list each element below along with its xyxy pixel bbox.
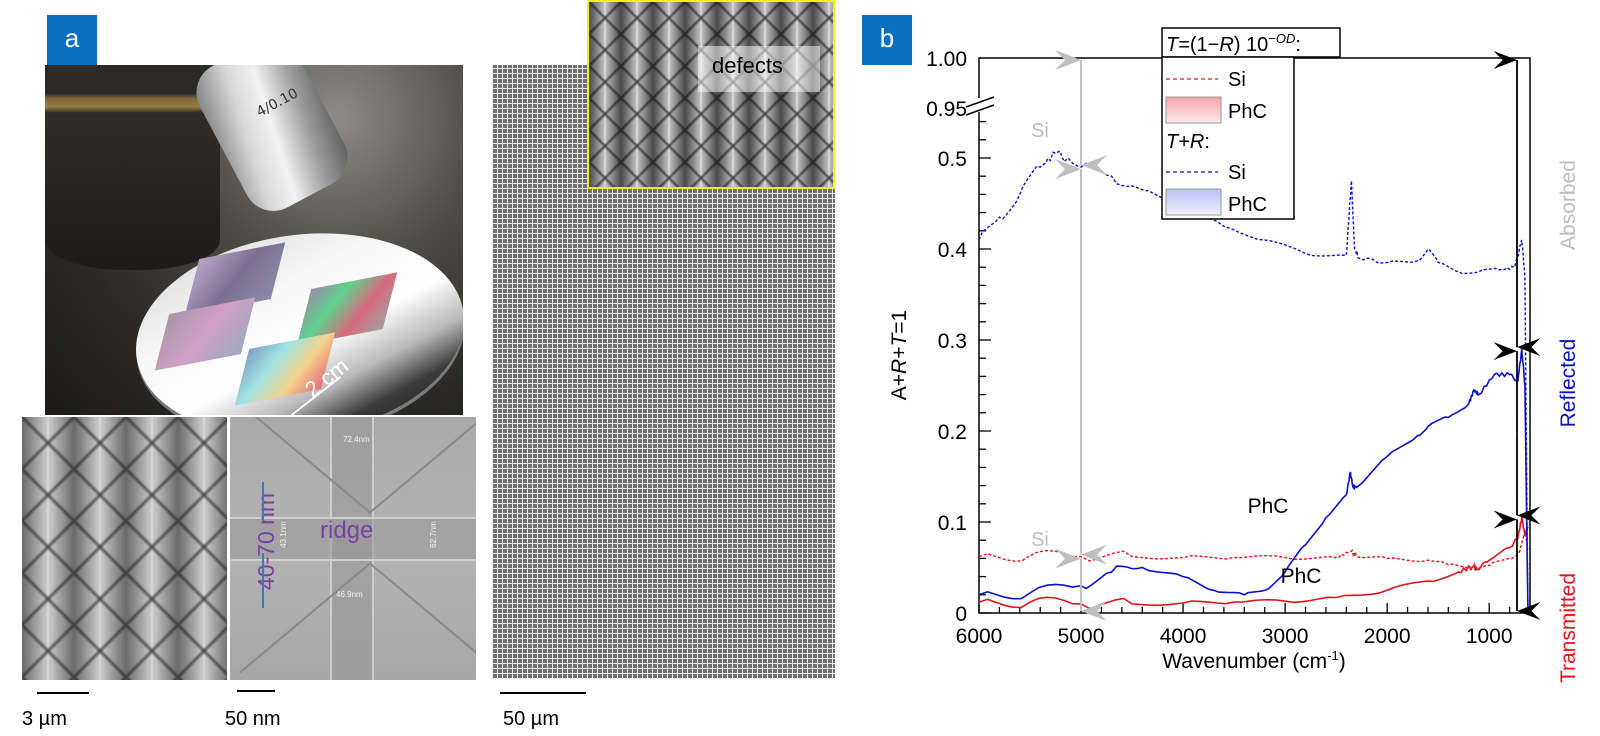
x-axis-label: Wavenumber (cm-1) [1162, 648, 1346, 673]
x-tick-label: 1000 [1466, 625, 1513, 648]
scale-bar-50nm [237, 690, 275, 692]
si-transmitted-annotation: Si [1031, 529, 1049, 551]
y-axis-label: A+R+T=1 [888, 310, 911, 401]
y-tick-label: 0 [955, 603, 967, 626]
x-tick-label: 2000 [1364, 625, 1411, 648]
sem-ridge-closeup [230, 417, 476, 680]
si-absorbed-annotation: Si [1031, 120, 1049, 142]
series-line-t-phc [978, 514, 1529, 610]
y-tick-label: 0.5 [938, 148, 967, 171]
legend: T=(1−R) 10−OD: Si PhC T+R: Si PhC [1161, 27, 1341, 220]
axis-ticks: 6000 5000 4000 3000 2000 1000 0 0.1 0.2 0.3 0.4 0.5… [926, 48, 1531, 648]
defects-label: defects [712, 53, 783, 78]
sem-pyramid-array [22, 417, 227, 680]
legend-header-2: T+R: [1166, 131, 1210, 153]
legend-header-box [1161, 27, 1341, 58]
panel-b-badge: b [862, 15, 912, 65]
legend-item-tr-phc: PhC [1228, 194, 1267, 216]
ridge-label: ridge [320, 517, 374, 544]
arrow-layer [1055, 50, 1541, 621]
reflected-label: Reflected [1557, 339, 1580, 428]
phc-transmit-annotation: PhC [1281, 565, 1322, 588]
objective-lens-dark [45, 65, 220, 270]
scale-label-50nm: 50 nm [225, 708, 281, 730]
series-line-t-r-si [978, 150, 1529, 614]
ridge-band-horizontal [230, 517, 476, 561]
series-line-t-si [978, 530, 1529, 571]
scale-label-50um: 50 µm [503, 708, 559, 730]
legend-item-tr-si: Si [1228, 162, 1246, 184]
series-layer [978, 150, 1529, 614]
legend-swatch-t-phc [1165, 96, 1222, 124]
panel-a-badge-label: a [64, 23, 80, 53]
defects-inset [587, 0, 835, 189]
y-tick-label: 0.2 [938, 421, 967, 444]
legend-item-t-si: Si [1228, 69, 1246, 91]
x-tick-label: 4000 [1160, 625, 1207, 648]
axis-break-icon [965, 96, 995, 116]
transmitted-label: Transmitted [1557, 573, 1580, 683]
absorbed-label: Absorbed [1557, 160, 1580, 250]
x-axis-label-main: Wavenumber (cm [1162, 650, 1327, 673]
x-tick-label: 3000 [1262, 625, 1309, 648]
scale-bar-3um [37, 692, 89, 694]
scale-label-3um: 3 µm [22, 708, 67, 730]
y-tick-label: 1.00 [926, 48, 967, 71]
defects-label-background [698, 46, 820, 92]
legend-header-1: T=(1−R) 10−OD: [1166, 31, 1301, 56]
y-tick-label: 0.1 [938, 512, 967, 535]
panel-a-badge: a [47, 15, 97, 65]
panel-b-badge-label: b [879, 23, 895, 53]
phc-reflect-annotation: PhC [1248, 495, 1289, 518]
x-tick-label: 5000 [1058, 625, 1105, 648]
legend-item-t-phc: PhC [1228, 101, 1267, 123]
legend-swatch-tr-phc [1165, 188, 1222, 216]
measurement-label: 46.9nm [336, 590, 363, 599]
wafer-photo: 4/0.10 2 cm [45, 65, 463, 415]
y-tick-label: 0.3 [938, 330, 967, 353]
measurement-label: 72.4nm [343, 435, 370, 444]
ridge-arrow-down [262, 482, 264, 520]
scale-bar-50um [500, 692, 586, 694]
ridge-arrow-up [262, 553, 264, 608]
x-tick-label: 6000 [956, 625, 1003, 648]
y-tick-label: 0.4 [938, 239, 968, 262]
series-line-t-r-phc [978, 348, 1529, 614]
legend-header-1-sup: −OD [1268, 31, 1295, 46]
y-tick-label: 0.95 [926, 98, 967, 121]
